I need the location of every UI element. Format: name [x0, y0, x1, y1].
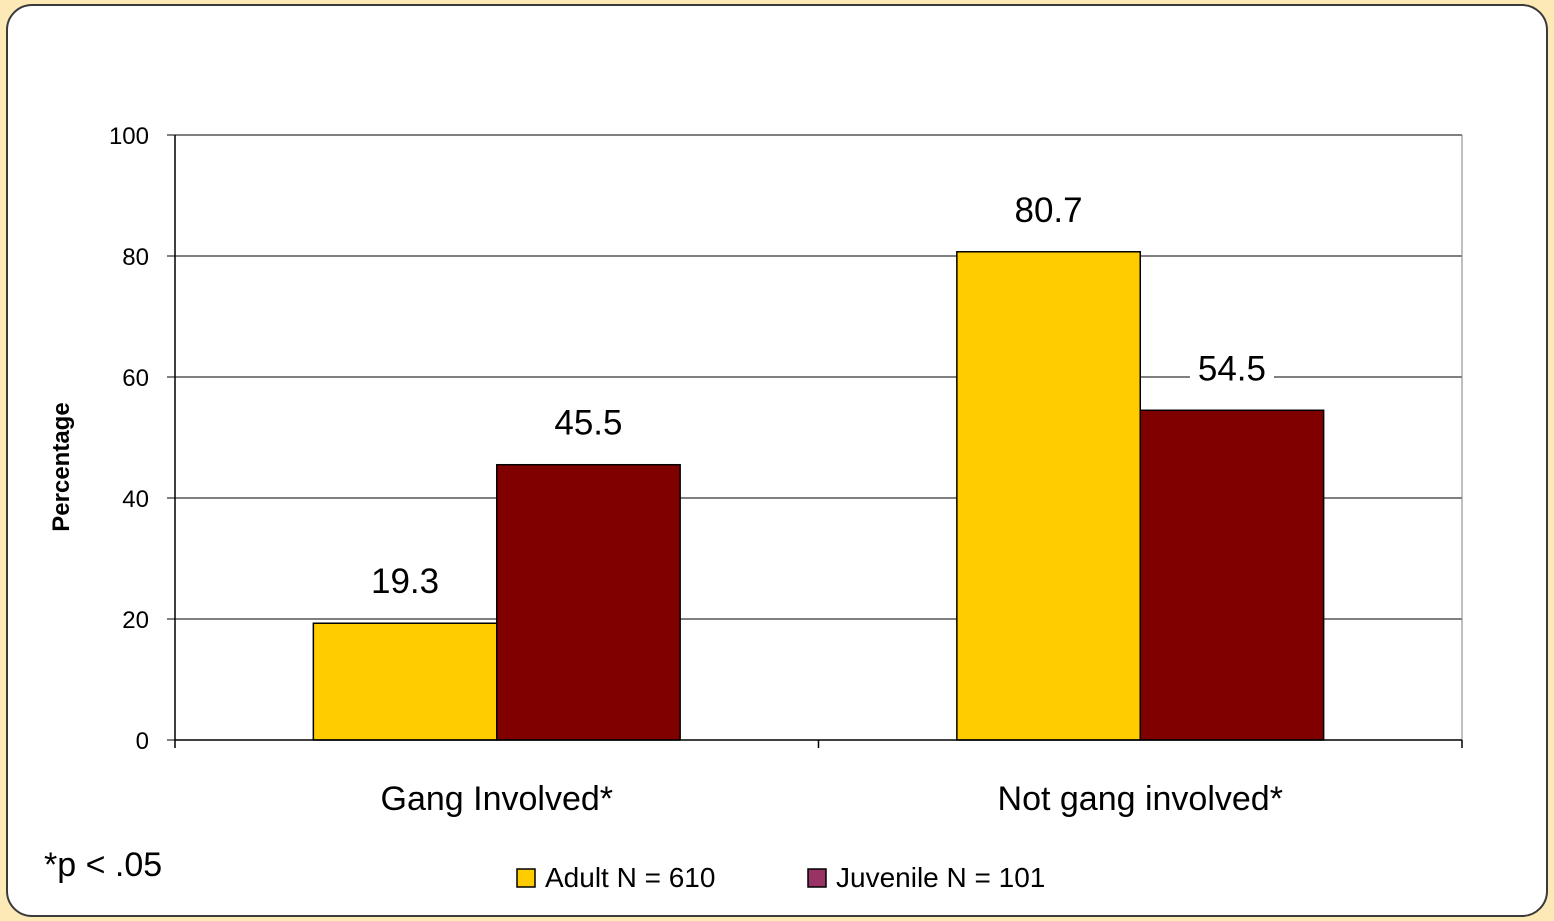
- y-tick-label: 0: [136, 728, 149, 755]
- legend-label-adult: Adult N = 610: [545, 862, 715, 893]
- y-tick-label: 60: [122, 365, 149, 392]
- category-label: Not gang involved*: [998, 780, 1283, 818]
- legend-swatch-adult: [516, 868, 536, 888]
- legend-swatch-juvenile: [807, 868, 827, 888]
- data-label-bg: [363, 563, 448, 602]
- y-axis-title: Percentage: [48, 402, 75, 531]
- data-label-bg: [546, 404, 631, 443]
- y-tick-label: 20: [122, 607, 149, 634]
- y-tick-label: 100: [109, 123, 149, 150]
- data-label: 80.7: [1014, 191, 1082, 230]
- bar-adult-0: [312, 622, 498, 741]
- data-label-bg: [1189, 350, 1274, 389]
- y-tick-labels: 0 20 40 60 80 100: [109, 123, 149, 755]
- bars: [312, 251, 1325, 741]
- data-label-bg: [1006, 191, 1091, 230]
- y-tick-label: 80: [122, 244, 149, 271]
- axes: [167, 134, 1463, 748]
- category-label: Gang Involved*: [381, 780, 614, 818]
- footnote: *p < .05: [44, 846, 162, 884]
- bar-adult-1: [956, 251, 1141, 741]
- data-labels: 19.3 45.5 80.7 54.5: [363, 191, 1274, 602]
- bar-juvenile-1: [1139, 409, 1325, 741]
- data-label: 45.5: [554, 404, 622, 443]
- y-tick-label: 40: [122, 486, 149, 513]
- bar-juvenile-0: [496, 463, 681, 741]
- category-labels: Gang Involved* Not gang involved*: [381, 780, 1283, 818]
- legend: Adult N = 610 Juvenile N = 101: [516, 862, 1045, 893]
- data-label: 54.5: [1198, 349, 1266, 388]
- legend-label-juvenile: Juvenile N = 101: [836, 862, 1045, 893]
- data-label: 19.3: [371, 562, 439, 601]
